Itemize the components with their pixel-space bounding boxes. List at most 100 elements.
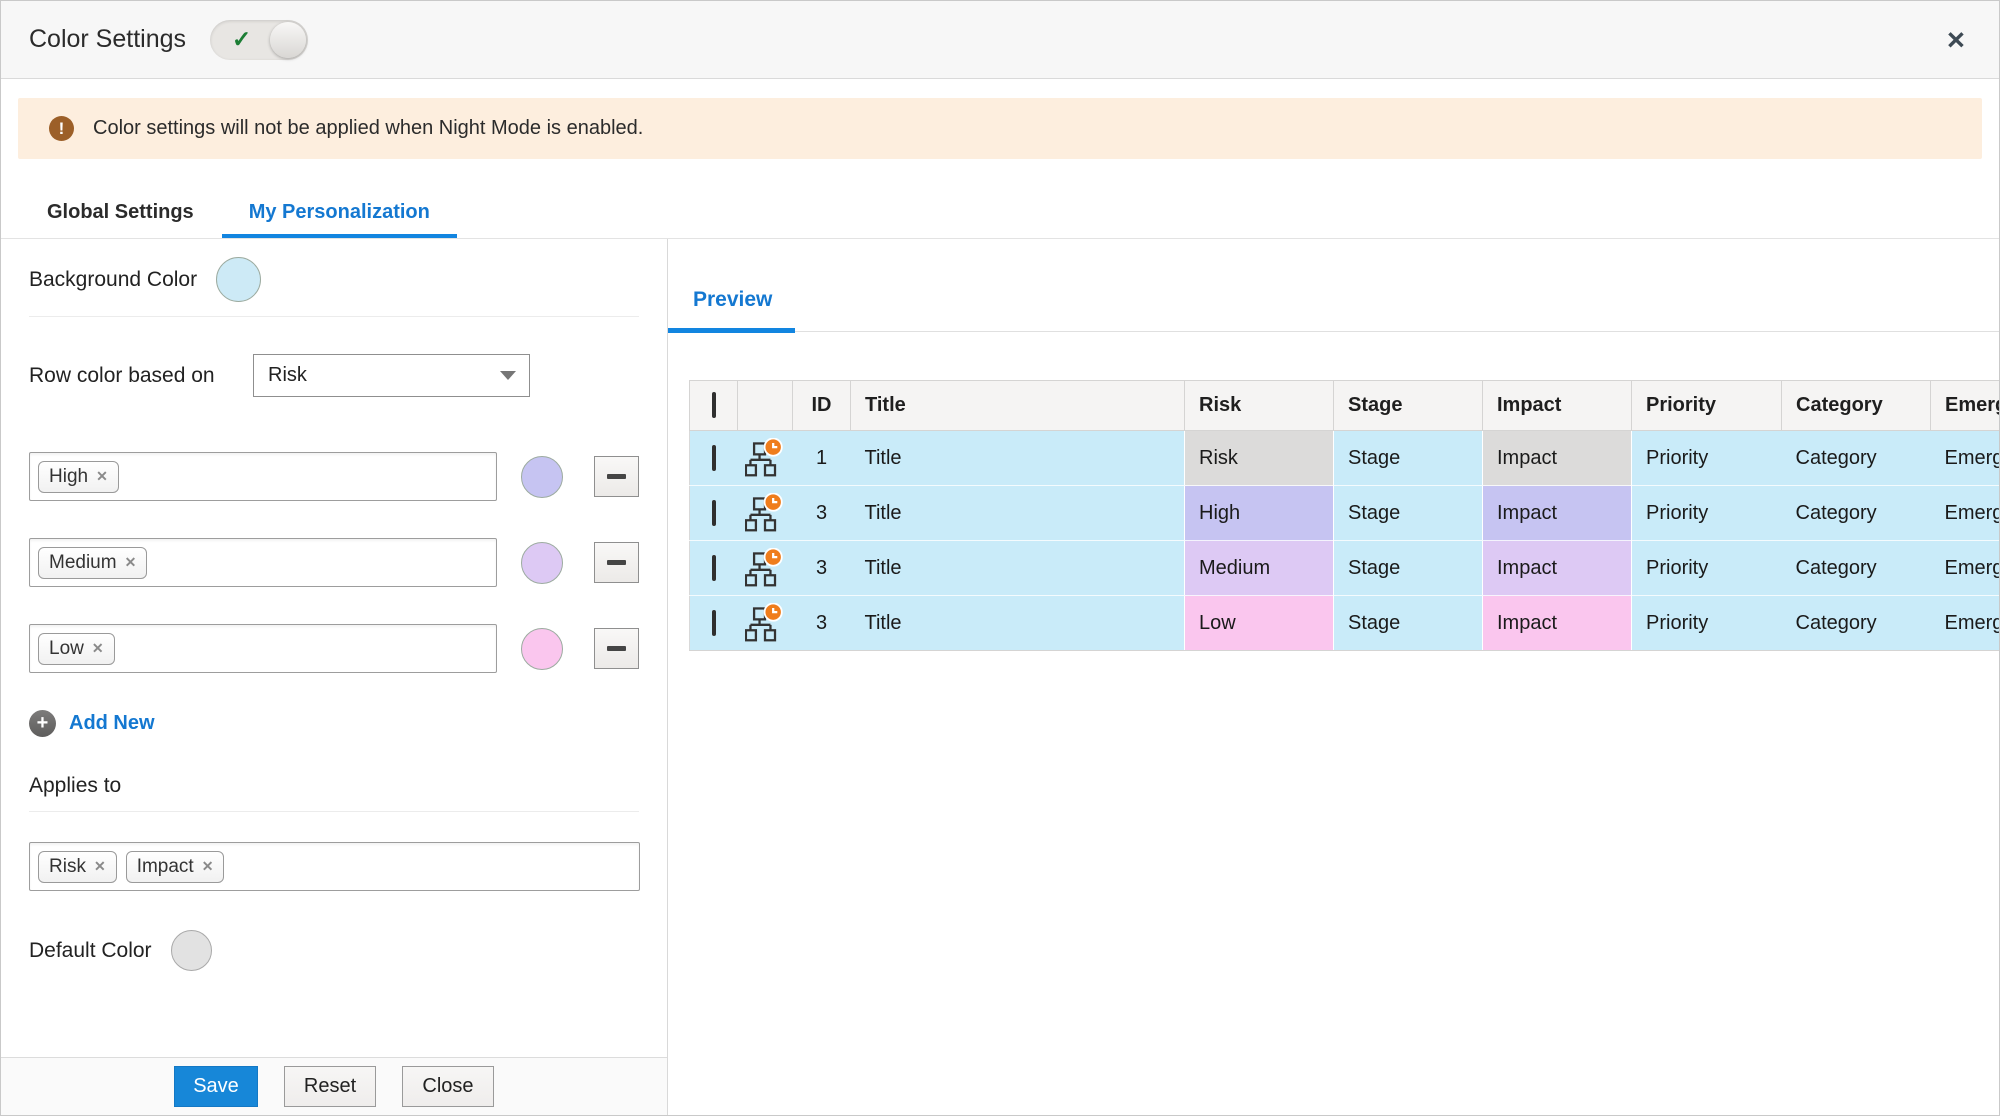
row-checkbox[interactable] bbox=[711, 609, 716, 636]
rule-color-swatch[interactable] bbox=[520, 541, 563, 584]
cell-priority: Priority bbox=[1631, 540, 1782, 596]
table-row: 3 Title High Stage Impact Priority Categ… bbox=[689, 485, 1999, 541]
applies-to-tag-label: Risk bbox=[49, 855, 86, 877]
default-color-swatch[interactable] bbox=[170, 930, 212, 971]
remove-tag-icon[interactable]: ✕ bbox=[91, 640, 104, 656]
remove-rule-button[interactable] bbox=[593, 542, 639, 583]
hierarchy-clock-icon bbox=[745, 548, 783, 587]
cell-risk: High bbox=[1184, 485, 1334, 541]
hierarchy-clock-icon bbox=[745, 493, 783, 532]
row-color-based-on-label: Row color based on bbox=[29, 363, 215, 387]
rule-value-input[interactable]: Low ✕ bbox=[29, 624, 497, 673]
column-header-stage[interactable]: Stage bbox=[1333, 380, 1483, 431]
value-tag: High ✕ bbox=[38, 460, 119, 493]
column-header-priority[interactable]: Priority bbox=[1631, 380, 1782, 431]
cell-id: 1 bbox=[792, 430, 851, 486]
value-tag-label: Low bbox=[49, 637, 84, 659]
color-rules-list: High ✕ Medium ✕ bbox=[29, 452, 639, 673]
column-header-id[interactable]: ID bbox=[792, 380, 851, 431]
rule-value-input[interactable]: High ✕ bbox=[29, 452, 497, 501]
column-header-title[interactable]: Title bbox=[850, 380, 1185, 431]
cell-category: Category bbox=[1781, 430, 1931, 486]
tab-global-settings[interactable]: Global Settings bbox=[47, 201, 194, 223]
toggle-knob[interactable] bbox=[270, 21, 307, 58]
background-color-swatch[interactable] bbox=[216, 257, 262, 302]
row-checkbox[interactable] bbox=[711, 499, 716, 526]
tab-my-personalization[interactable]: My Personalization bbox=[221, 191, 457, 238]
row-color-field-select[interactable]: Risk bbox=[253, 354, 530, 397]
value-tag: Low ✕ bbox=[38, 632, 115, 665]
select-all-checkbox[interactable] bbox=[711, 392, 716, 418]
warning-text: Color settings will not be applied when … bbox=[93, 117, 644, 139]
tab-preview[interactable]: Preview bbox=[693, 288, 773, 311]
cell-title: Title bbox=[850, 540, 1185, 596]
icon-column-header bbox=[737, 380, 793, 431]
close-button[interactable]: Close bbox=[402, 1066, 494, 1107]
cell-id: 3 bbox=[792, 485, 851, 541]
dialog-footer: Save Reset Close bbox=[1, 1057, 667, 1115]
rule-color-swatch[interactable] bbox=[520, 455, 563, 498]
cell-priority: Priority bbox=[1631, 485, 1782, 541]
cell-impact: Impact bbox=[1482, 430, 1632, 486]
cell-impact: Impact bbox=[1482, 595, 1632, 651]
dialog-header: Color Settings ✓ × bbox=[1, 1, 1999, 79]
preview-panel: Preview ID Title bbox=[668, 239, 1999, 1115]
column-header-risk[interactable]: Risk bbox=[1184, 380, 1334, 431]
cell-title: Title bbox=[850, 595, 1185, 651]
remove-rule-button[interactable] bbox=[593, 456, 639, 497]
cell-emergency: Emerg bbox=[1930, 540, 1999, 596]
background-color-label: Background Color bbox=[29, 267, 198, 291]
cell-category: Category bbox=[1781, 540, 1931, 596]
remove-rule-button[interactable] bbox=[593, 628, 639, 669]
applies-to-input[interactable]: Risk ✕ Impact ✕ bbox=[29, 842, 640, 891]
cell-stage: Stage bbox=[1333, 430, 1483, 486]
save-button[interactable]: Save bbox=[174, 1066, 258, 1107]
remove-tag-icon[interactable]: ✕ bbox=[93, 858, 106, 874]
hierarchy-clock-icon bbox=[745, 603, 783, 642]
remove-tag-icon[interactable]: ✕ bbox=[96, 468, 108, 484]
warning-icon: ! bbox=[49, 116, 74, 141]
cell-emergency: Emerg bbox=[1930, 595, 1999, 651]
remove-tag-icon[interactable]: ✕ bbox=[201, 858, 214, 874]
row-checkbox[interactable] bbox=[711, 554, 716, 581]
default-color-label: Default Color bbox=[29, 938, 152, 962]
cell-risk: Medium bbox=[1184, 540, 1334, 596]
rule-color-swatch[interactable] bbox=[520, 627, 563, 670]
cell-title: Title bbox=[850, 430, 1185, 486]
column-header-impact[interactable]: Impact bbox=[1482, 380, 1632, 431]
add-new-label: Add New bbox=[69, 712, 155, 734]
rule-value-input[interactable]: Medium ✕ bbox=[29, 538, 497, 587]
cell-priority: Priority bbox=[1631, 430, 1782, 486]
row-checkbox[interactable] bbox=[711, 444, 716, 471]
enable-toggle[interactable]: ✓ bbox=[210, 19, 309, 60]
cell-title: Title bbox=[850, 485, 1185, 541]
value-tag-label: Medium bbox=[49, 551, 117, 573]
settings-tabstrip: Global Settings My Personalization bbox=[1, 191, 1999, 239]
applies-to-tag: Impact ✕ bbox=[125, 850, 225, 883]
preview-tab-underline bbox=[668, 328, 795, 333]
cell-stage: Stage bbox=[1333, 485, 1483, 541]
applies-to-label: Applies to bbox=[29, 774, 122, 797]
divider bbox=[795, 331, 1999, 332]
dialog-title: Color Settings bbox=[29, 25, 187, 53]
close-icon[interactable]: × bbox=[1941, 24, 1971, 55]
column-header-category[interactable]: Category bbox=[1781, 380, 1931, 431]
reset-button[interactable]: Reset bbox=[284, 1066, 376, 1107]
check-icon: ✓ bbox=[232, 26, 252, 52]
cell-category: Category bbox=[1781, 595, 1931, 651]
divider bbox=[29, 316, 639, 317]
add-new-link[interactable]: + Add New bbox=[29, 710, 155, 737]
table-row: 1 Title Risk Stage Impact Priority Categ… bbox=[689, 430, 1999, 486]
divider bbox=[29, 811, 639, 812]
remove-tag-icon[interactable]: ✕ bbox=[124, 554, 137, 570]
table-header-row: ID Title Risk Stage Impact Priority Cate… bbox=[689, 380, 1999, 431]
cell-emergency: Emerg bbox=[1930, 430, 1999, 486]
cell-priority: Priority bbox=[1631, 595, 1782, 651]
applies-to-tag: Risk ✕ bbox=[38, 850, 117, 883]
column-header-emergency[interactable]: Emerg bbox=[1930, 380, 1999, 431]
cell-impact: Impact bbox=[1482, 485, 1632, 541]
preview-table: ID Title Risk Stage Impact Priority Cate… bbox=[689, 380, 1999, 651]
value-tag: Medium ✕ bbox=[38, 546, 148, 579]
applies-to-tag-label: Impact bbox=[136, 855, 194, 877]
